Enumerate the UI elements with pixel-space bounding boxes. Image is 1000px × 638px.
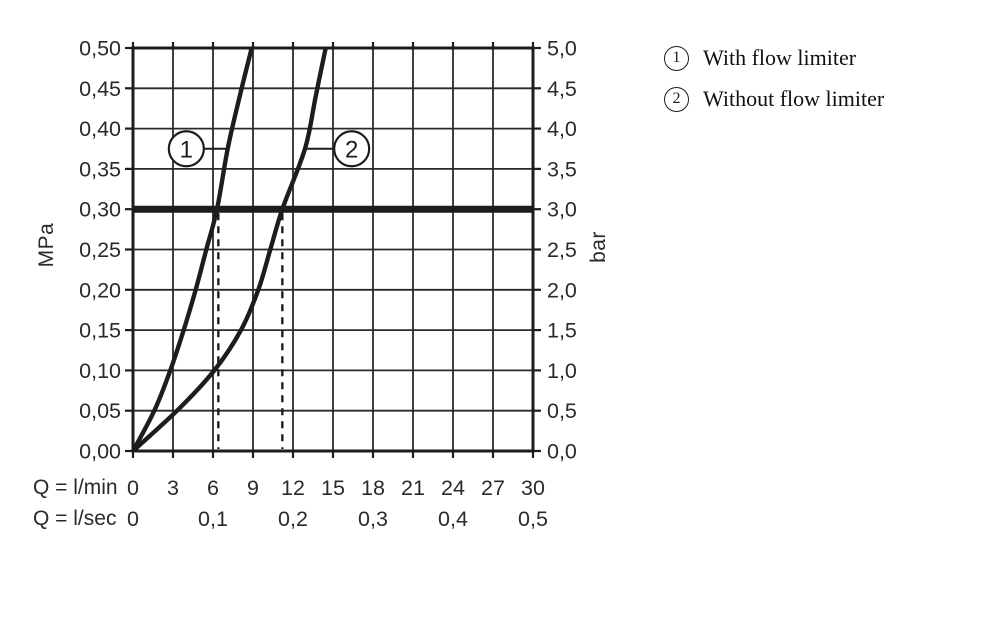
curve-marker-number-1: 1 [180, 136, 193, 163]
legend-circled-number-2: 2 [664, 86, 689, 112]
curve-marker-circle-1 [167, 130, 205, 168]
y-right-tick-label: 2,5 [547, 238, 577, 262]
x-lmin-tick-label: 30 [521, 476, 545, 500]
y-right-tick-label: 2,0 [547, 278, 577, 302]
x-axis-unit-lmin: Q = l/min [33, 476, 118, 499]
legend-item-with-limiter: 1 With flow limiter [664, 45, 884, 71]
y-right-tick-label: 4,5 [547, 77, 577, 101]
x-lmin-tick-label: 18 [361, 476, 385, 500]
x-axis-unit-lsec: Q = l/sec [33, 507, 117, 530]
y-left-tick-label: 0,15 [79, 319, 121, 343]
y-right-tick-label: 4,0 [547, 117, 577, 141]
y-right-tick-label: 1,5 [547, 319, 577, 343]
y-left-axis-unit: MPa [35, 222, 58, 268]
x-lmin-tick-label: 3 [167, 476, 179, 500]
y-left-tick-label: 0,10 [79, 359, 121, 383]
x-lmin-tick-label: 24 [441, 476, 465, 500]
y-right-axis-unit: bar [587, 231, 610, 263]
x-lsec-tick-label: 0 [127, 507, 139, 531]
legend-label-without-limiter: Without flow limiter [703, 86, 885, 111]
y-right-tick-label: 5,0 [547, 37, 577, 61]
x-lmin-tick-label: 12 [281, 476, 305, 500]
x-lmin-tick-label: 15 [321, 476, 345, 500]
x-lmin-tick-label: 6 [207, 476, 219, 500]
curve-with-flow-limiter [131, 47, 254, 453]
y-right-tick-label: 0,5 [547, 399, 577, 423]
legend-circled-number-1: 1 [664, 45, 689, 71]
y-right-tick-label: 0,0 [547, 440, 577, 464]
x-lsec-tick-label: 0,2 [278, 507, 308, 531]
y-left-tick-label: 0,05 [79, 399, 121, 423]
y-left-tick-label: 0,30 [79, 198, 121, 222]
curve-marker-number-2: 2 [345, 136, 358, 163]
legend: 1 With flow limiter 2 Without flow limit… [664, 45, 884, 112]
legend-item-without-limiter: 2 Without flow limiter [664, 86, 884, 112]
x-lsec-tick-label: 0,3 [358, 507, 388, 531]
x-lmin-tick-label: 9 [247, 476, 259, 500]
y-right-tick-label: 3,5 [547, 157, 577, 181]
y-left-tick-label: 0,00 [79, 440, 121, 464]
x-lsec-tick-label: 0,5 [518, 507, 548, 531]
x-lsec-tick-label: 0,1 [198, 507, 228, 531]
y-left-tick-label: 0,40 [79, 117, 121, 141]
curve-marker-circle-2 [333, 130, 371, 168]
y-right-tick-label: 3,0 [547, 198, 577, 222]
y-right-tick-label: 1,0 [547, 359, 577, 383]
x-lmin-tick-label: 21 [401, 476, 425, 500]
legend-label-with-limiter: With flow limiter [703, 45, 857, 70]
y-left-tick-label: 0,35 [79, 157, 121, 181]
x-lsec-tick-label: 0,4 [438, 507, 468, 531]
y-left-tick-label: 0,45 [79, 77, 121, 101]
x-lmin-tick-label: 0 [127, 476, 139, 500]
x-lmin-tick-label: 27 [481, 476, 505, 500]
plot-border [131, 46, 535, 453]
y-left-tick-label: 0,20 [79, 278, 121, 302]
y-left-tick-label: 0,50 [79, 37, 121, 61]
curve-without-flow-limiter [131, 47, 328, 453]
y-left-tick-label: 0,25 [79, 238, 121, 262]
